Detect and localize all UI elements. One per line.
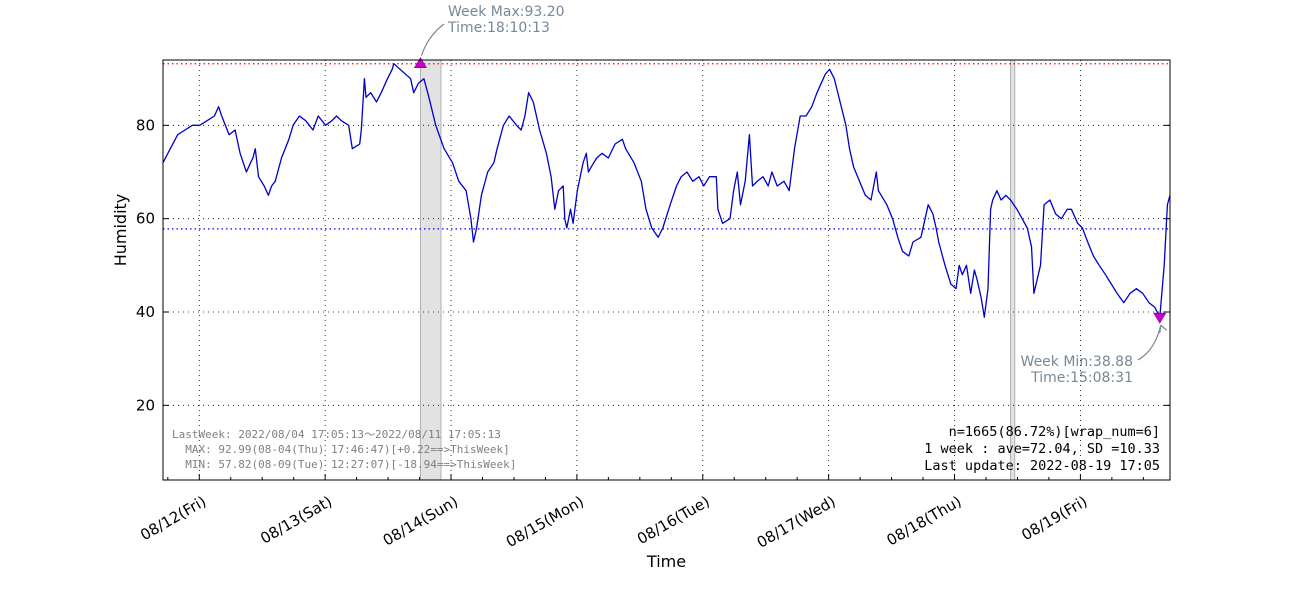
x-tick-label-5: 08/17(Wed) bbox=[754, 492, 839, 551]
extreme-markers bbox=[413, 57, 1167, 324]
x-axis-title: Time bbox=[646, 552, 686, 571]
info-line-0: n=1665(86.72%)[wrap_num=6] bbox=[949, 424, 1160, 440]
x-tick-label-6: 08/18(Thu) bbox=[884, 492, 965, 549]
x-tick-label-1: 08/13(Sat) bbox=[257, 492, 335, 547]
last-week-box: LastWeek: 2022/08/04 17:05:13〜2022/08/11… bbox=[172, 428, 516, 471]
min-annotation-line2: Time:15:08:31 bbox=[1030, 370, 1133, 386]
min-annotation-arrowhead bbox=[1159, 324, 1168, 334]
x-tick-label-4: 08/16(Tue) bbox=[634, 492, 713, 548]
min-annotation-arrow bbox=[1137, 325, 1162, 361]
grid-lines bbox=[163, 60, 1170, 480]
max-annotation-line1: Week Max:93.20 bbox=[448, 4, 565, 20]
min-marker bbox=[1153, 312, 1167, 324]
plot-frame bbox=[162, 59, 1171, 481]
y-axis-title: Humidity bbox=[111, 194, 130, 267]
max-annotation-line2: Time:18:10:13 bbox=[447, 20, 550, 36]
shaded-span-1 bbox=[1010, 59, 1016, 481]
shaded-spans bbox=[419, 59, 1016, 481]
last-week-line-1: MAX: 92.99(08-04(Thu) 17:46:47)[+0.22==>… bbox=[172, 443, 510, 456]
shaded-span-0 bbox=[419, 59, 442, 481]
tick-labels: 20 40 60 80 08/12(Fri) 08/13(Sat) 08/14(Sun) 08… bbox=[136, 116, 1090, 551]
y-tick-label-20: 20 bbox=[136, 396, 155, 414]
x-tick-label-7: 08/19(Fri) bbox=[1018, 492, 1090, 544]
reference-lines bbox=[163, 63, 1170, 230]
info-line-1: 1 week : ave=72.04, SD =10.33 bbox=[924, 441, 1160, 457]
last-week-line-0: LastWeek: 2022/08/04 17:05:13〜2022/08/11… bbox=[172, 428, 501, 441]
x-tick-label-0: 08/12(Fri) bbox=[137, 492, 209, 544]
info-box: n=1665(86.72%)[wrap_num=6]1 week : ave=7… bbox=[924, 424, 1160, 474]
y-tick-label-60: 60 bbox=[136, 210, 155, 228]
y-tick-label-40: 40 bbox=[136, 303, 155, 321]
series-group bbox=[162, 63, 1171, 318]
series-line-0 bbox=[162, 63, 1171, 318]
max-annotation-arrow bbox=[420, 23, 445, 56]
x-tick-label-2: 08/14(Sun) bbox=[380, 492, 461, 549]
axes-frame bbox=[162, 59, 1171, 481]
max-marker bbox=[413, 57, 427, 69]
min-annotation-line1: Week Min:38.88 bbox=[1021, 354, 1133, 370]
last-week-line-2: MIN: 57.82(08-09(Tue) 12:27:07)[-18.94==… bbox=[172, 458, 516, 471]
y-tick-label-80: 80 bbox=[136, 116, 155, 134]
info-line-2: Last update: 2022-08-19 17:05 bbox=[924, 458, 1160, 474]
x-tick-label-3: 08/15(Mon) bbox=[503, 492, 587, 551]
